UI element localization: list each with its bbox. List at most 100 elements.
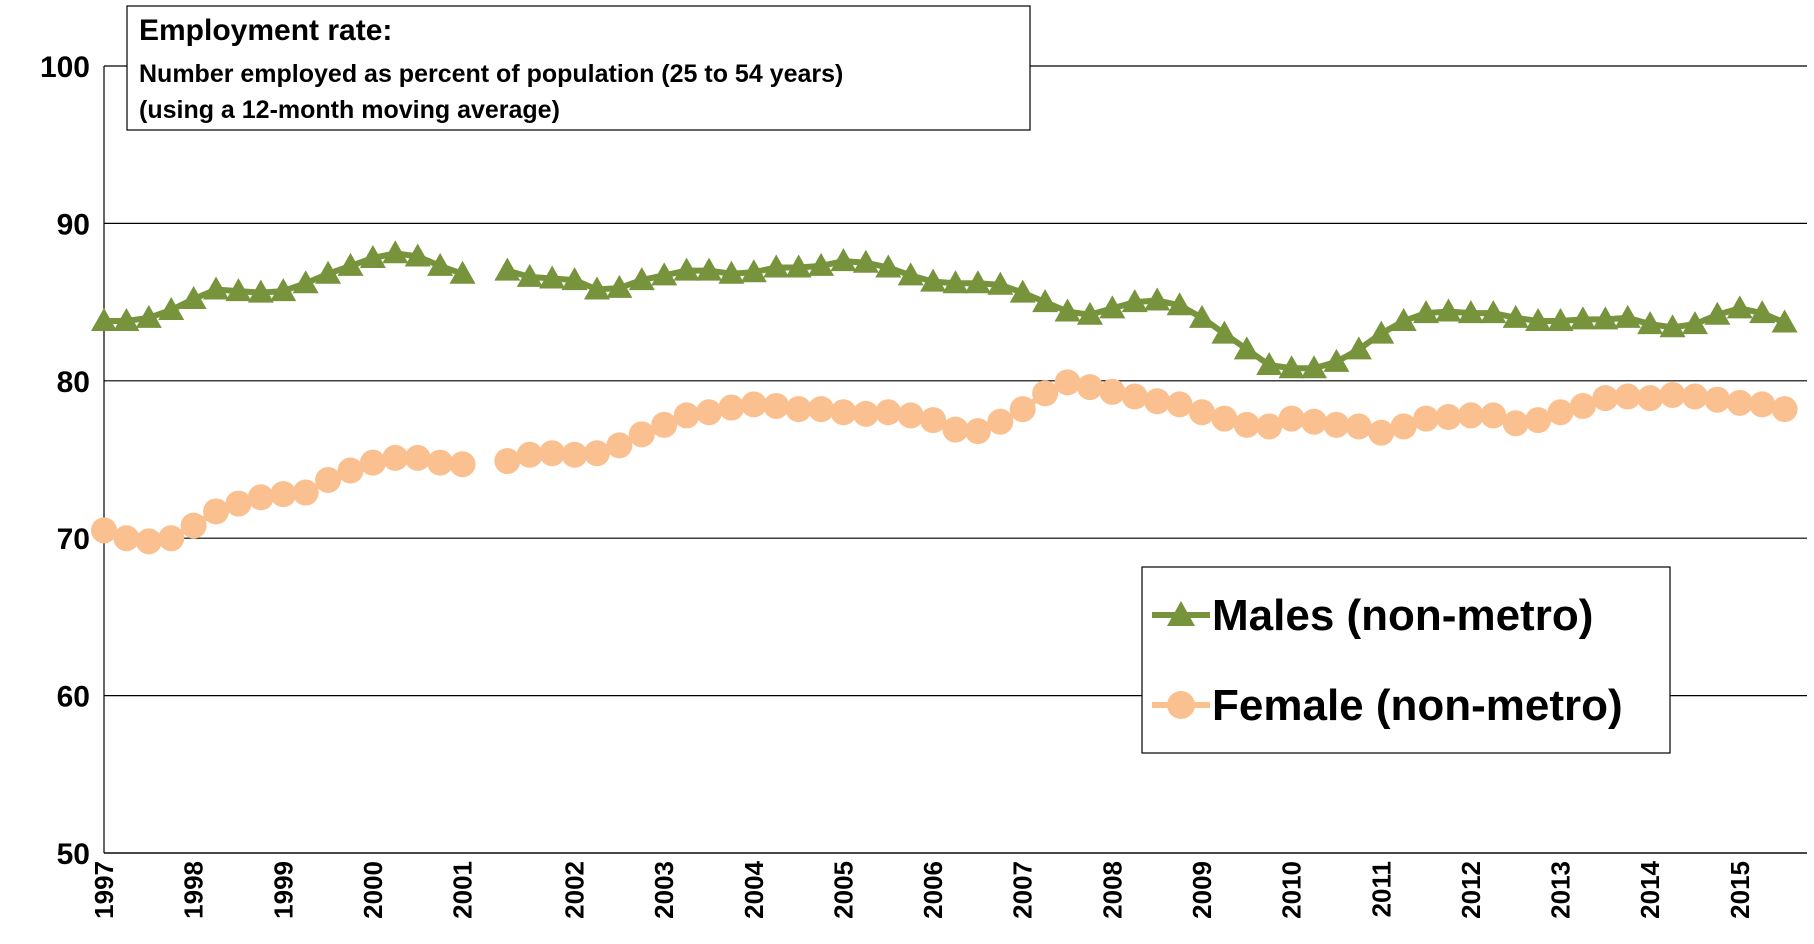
marker [852,400,879,427]
marker [1345,413,1372,440]
marker [1166,391,1193,418]
marker [740,259,767,283]
marker [1278,405,1305,432]
marker [1435,404,1462,431]
marker [225,278,252,302]
marker [494,257,521,281]
marker [158,296,185,320]
marker [763,254,790,278]
marker [875,399,902,426]
series [91,240,1798,379]
marker [1704,301,1731,325]
marker [1749,300,1776,324]
marker [1592,306,1619,330]
marker [1009,396,1036,423]
marker [561,267,588,291]
marker [1054,369,1081,396]
marker [292,479,319,506]
marker [718,260,745,284]
marker [897,402,924,429]
x-tick-label: 2013 [1546,861,1576,919]
marker [875,254,902,278]
x-tick-label: 2008 [1097,861,1127,919]
marker [740,391,767,418]
x-tick-label: 2012 [1456,861,1486,919]
marker [808,252,835,276]
marker [583,440,610,467]
marker [404,243,431,267]
marker [1547,307,1574,331]
marker [494,448,521,475]
marker [1502,304,1529,328]
marker [942,416,969,443]
x-tick-label: 2010 [1277,861,1307,919]
y-tick-label: 50 [57,838,90,871]
x-tick-label: 2015 [1725,861,1755,919]
marker [247,484,274,511]
marker [404,444,431,471]
x-tick-label: 2000 [358,861,388,919]
marker [942,270,969,294]
marker [1502,410,1529,437]
marker [1525,307,1552,331]
marker [1368,320,1395,344]
x-tick-label: 1998 [179,861,209,919]
marker [673,257,700,281]
x-tick-label: 2009 [1187,861,1217,919]
marker [1480,300,1507,324]
marker [1211,320,1238,344]
marker [91,307,117,331]
marker [1121,383,1148,410]
marker [830,248,857,272]
marker [1681,383,1708,410]
marker [1749,391,1776,418]
marker [606,274,633,298]
marker [606,432,633,459]
marker [539,440,566,467]
marker [359,245,386,269]
x-tick-label: 2005 [828,861,858,919]
marker [270,278,297,302]
marker [1009,279,1036,303]
marker [1166,292,1193,316]
marker [1525,407,1552,434]
x-tick-label: 2014 [1635,860,1665,918]
marker [1435,298,1462,322]
marker [113,525,140,552]
marker [718,394,745,421]
y-tick-label: 70 [57,523,90,556]
marker [1188,304,1215,328]
marker [315,466,342,493]
marker [897,262,924,286]
marker [763,392,790,419]
x-tick-label: 2001 [448,861,478,919]
marker [1233,336,1260,360]
marker [315,260,342,284]
marker [1076,301,1103,325]
marker [225,490,252,517]
marker [1076,374,1103,401]
marker [1569,306,1596,330]
marker [1726,389,1753,416]
marker [1301,408,1328,435]
marker [337,252,364,276]
marker [1233,411,1260,438]
marker [1413,405,1440,432]
legend-label: Female (non-metro) [1212,681,1623,730]
marker [583,276,610,300]
marker [1659,314,1686,338]
marker [1256,352,1283,376]
x-tick-label: 2011 [1366,861,1396,917]
marker [673,402,700,429]
marker [1121,289,1148,313]
legend-marker [1167,601,1195,626]
marker [1480,402,1507,429]
marker [337,457,364,484]
title-box [126,5,1031,131]
marker [1726,295,1753,319]
marker [427,252,454,276]
marker [1345,336,1372,360]
x-tick-label: 1999 [268,861,298,919]
marker [1637,385,1664,412]
